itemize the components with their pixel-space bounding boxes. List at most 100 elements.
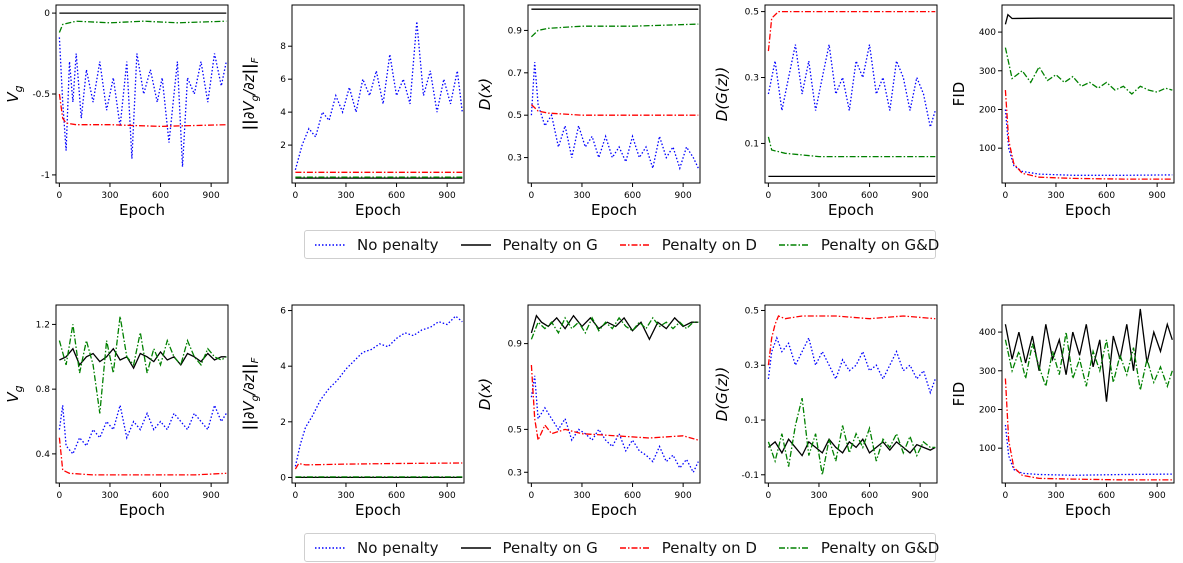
y-tick-label: -0.5 bbox=[32, 90, 50, 100]
series-line-no-penalty bbox=[530, 62, 699, 171]
series-line-penalty-d bbox=[1004, 378, 1173, 481]
legend-swatch bbox=[460, 243, 491, 246]
x-tick-label: 900 bbox=[203, 491, 220, 501]
series-line-penalty-g bbox=[530, 314, 699, 341]
x-tick-label: 300 bbox=[810, 191, 827, 201]
subplot-r2c1: 0 300 600 900 0.4 0.8 1.2 Epoch Vg bbox=[4, 304, 229, 519]
y-tick-label: 0 bbox=[44, 9, 50, 19]
y-tick-label: 1.2 bbox=[36, 320, 50, 330]
legend-label: Penalty on G&D bbox=[820, 538, 940, 557]
y-tick-label: 0.5 bbox=[508, 111, 522, 121]
y-axis-label: FID bbox=[950, 82, 968, 107]
x-tick-label: 600 bbox=[388, 191, 405, 201]
x-tick-label: 300 bbox=[573, 491, 590, 501]
y-axis-label: ||∂Vg/∂z||F bbox=[240, 357, 261, 430]
y-axis-label: Vg bbox=[4, 385, 25, 402]
legend-item-penalty-g: Penalty on G bbox=[459, 539, 598, 557]
x-tick-label: 0 bbox=[529, 191, 535, 201]
y-tick-label: 0.3 bbox=[745, 74, 759, 84]
y-tick-label: 0.7 bbox=[508, 69, 522, 79]
x-tick-label: 0 bbox=[57, 191, 63, 201]
y-tick-label: 6 bbox=[280, 75, 286, 85]
x-axis-label: Epoch bbox=[119, 501, 165, 519]
x-axis-label: Epoch bbox=[355, 201, 401, 219]
y-tick-label: 0.3 bbox=[508, 468, 522, 478]
legend-item-no-penalty: No penalty bbox=[313, 539, 439, 557]
series-line-penalty-g bbox=[59, 347, 227, 370]
y-tick-label: 0.5 bbox=[745, 306, 759, 316]
y-tick-label: 0.9 bbox=[508, 340, 523, 350]
plot-frame bbox=[1001, 4, 1175, 184]
plot-frame bbox=[764, 4, 938, 184]
x-tick-label: 900 bbox=[203, 191, 220, 201]
y-axis-label: ||∂Vg/∂z||F bbox=[240, 57, 261, 130]
y-axis-label: FID bbox=[950, 382, 968, 407]
legend-label: Penalty on D bbox=[661, 538, 757, 557]
series-line-no-penalty bbox=[767, 44, 936, 128]
series-line-no-penalty bbox=[1004, 424, 1173, 476]
series-line-penalty-gd bbox=[767, 397, 936, 475]
series-line-penalty-g bbox=[1004, 308, 1173, 402]
x-tick-label: 900 bbox=[675, 191, 692, 201]
subplot-r2c5: 0 300 600 900 100 200 300 400 Epoch FID bbox=[950, 304, 1175, 519]
x-tick-label: 0 bbox=[293, 191, 299, 201]
plot-frame bbox=[291, 4, 465, 184]
x-tick-label: 900 bbox=[1149, 191, 1166, 201]
plot-frame bbox=[527, 304, 701, 484]
x-axis-label: Epoch bbox=[591, 201, 637, 219]
series-line-no-penalty bbox=[294, 21, 463, 170]
y-tick-label: 400 bbox=[979, 328, 996, 338]
legend-top: No penalty Penalty on G Penalty on D Penalt… bbox=[304, 230, 939, 259]
subplot-r1c1: 0 300 600 900 -1 -0.5 0 Epoch Vg bbox=[4, 4, 229, 219]
y-tick-label: 400 bbox=[979, 28, 996, 38]
x-tick-label: 300 bbox=[101, 491, 118, 501]
legend-swatch bbox=[315, 243, 345, 246]
legend-label: Penalty on G bbox=[502, 538, 598, 557]
legend-swatch bbox=[778, 243, 809, 246]
y-tick-label: 0 bbox=[280, 473, 286, 483]
y-tick-label: 4 bbox=[280, 108, 286, 118]
y-axis-label: Vg bbox=[4, 85, 25, 102]
series-line-no-penalty bbox=[530, 375, 699, 474]
x-axis-label: Epoch bbox=[1065, 201, 1111, 219]
series-line-no-penalty bbox=[58, 403, 227, 456]
plot-frame bbox=[527, 4, 701, 184]
subplot-r1c5: 0 300 600 900 100 200 300 400 Epoch FID bbox=[950, 4, 1175, 219]
y-tick-label: 2 bbox=[280, 141, 286, 151]
series-line-penalty-gd bbox=[530, 23, 699, 38]
legend-item-penalty-d: Penalty on D bbox=[618, 236, 757, 254]
x-axis-label: Epoch bbox=[119, 201, 165, 219]
y-tick-label: -1 bbox=[41, 171, 50, 181]
y-tick-label: 200 bbox=[979, 405, 996, 415]
x-axis-label: Epoch bbox=[591, 501, 637, 519]
legend-label: No penalty bbox=[357, 235, 439, 254]
x-tick-label: 0 bbox=[57, 491, 63, 501]
x-tick-label: 0 bbox=[766, 191, 772, 201]
series-line-penalty-d bbox=[530, 104, 699, 116]
x-tick-label: 300 bbox=[1047, 191, 1064, 201]
x-axis-label: Epoch bbox=[355, 501, 401, 519]
plot-frame bbox=[764, 304, 938, 484]
legend-item-no-penalty: No penalty bbox=[313, 236, 439, 254]
x-tick-label: 900 bbox=[439, 491, 456, 501]
series-line-penalty-d bbox=[767, 10, 936, 52]
plot-frame bbox=[55, 4, 229, 184]
x-tick-label: 0 bbox=[529, 491, 535, 501]
legend-swatch bbox=[619, 243, 650, 246]
x-tick-label: 300 bbox=[573, 191, 590, 201]
subplot-r2c2: 0 300 600 900 0 2 4 6 Epoch ||∂Vg/∂z||F bbox=[240, 304, 465, 519]
x-tick-label: 600 bbox=[152, 491, 169, 501]
x-tick-label: 600 bbox=[861, 491, 878, 501]
plot-frame bbox=[55, 304, 229, 484]
plot-frame bbox=[1001, 304, 1175, 484]
series-line-penalty-gd bbox=[58, 316, 227, 414]
legend-label: No penalty bbox=[357, 538, 439, 557]
legend-label: Penalty on D bbox=[661, 235, 757, 254]
x-tick-label: 300 bbox=[337, 191, 354, 201]
series-line-penalty-d bbox=[530, 364, 699, 443]
x-tick-label: 600 bbox=[1098, 191, 1115, 201]
series-line-penalty-d bbox=[767, 315, 936, 366]
legend-swatch bbox=[315, 546, 345, 549]
series-line-no-penalty bbox=[767, 336, 936, 395]
y-axis-label: D(G(z)) bbox=[713, 67, 731, 121]
